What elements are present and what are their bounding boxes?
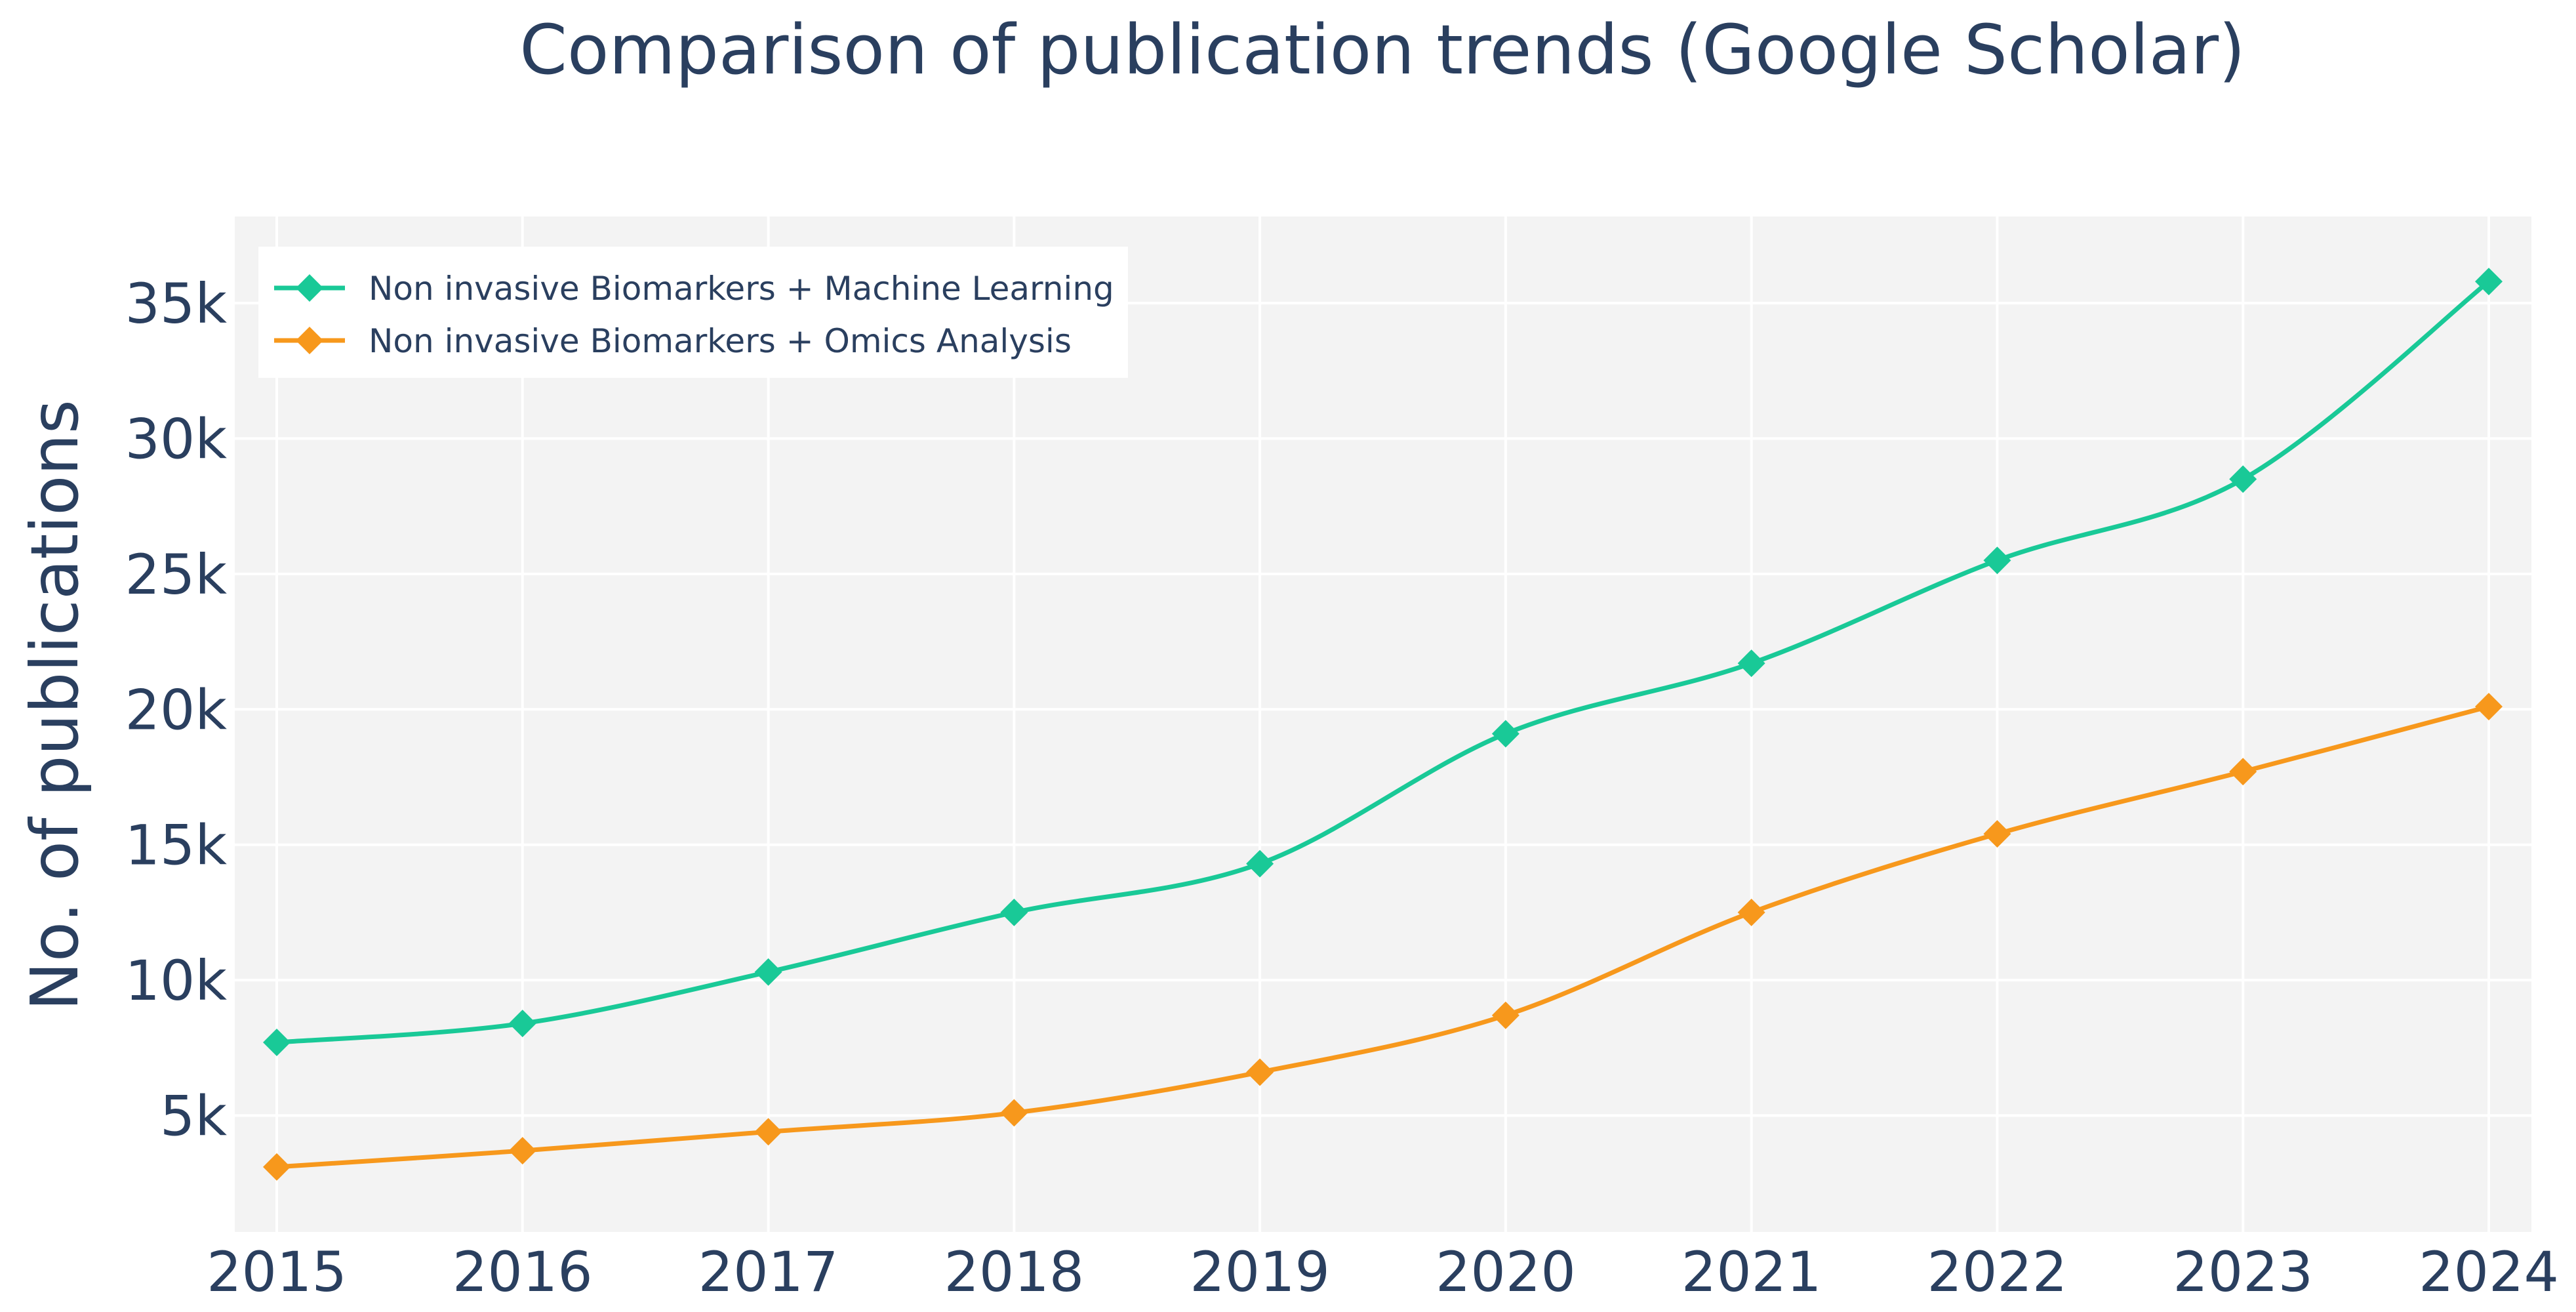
series-line-1 — [276, 279, 2491, 1045]
legend-marker — [296, 274, 323, 302]
data-point-marker[interactable] — [1737, 649, 1765, 678]
data-point-marker[interactable] — [2475, 268, 2503, 296]
y-tick-label: 10k — [125, 949, 227, 1013]
data-point-marker[interactable] — [754, 958, 782, 986]
plot-background — [235, 216, 2531, 1232]
data-point-marker[interactable] — [1491, 1001, 1519, 1029]
data-point-marker[interactable] — [508, 1137, 536, 1165]
data-point-marker[interactable] — [1000, 1099, 1028, 1127]
y-tick-label: 15k — [125, 813, 227, 878]
data-point-marker[interactable] — [1983, 546, 2011, 575]
y-tick-label: 30k — [125, 407, 227, 471]
x-tick-label: 2020 — [1436, 1240, 1576, 1304]
data-point-marker[interactable] — [1737, 898, 1765, 926]
x-tick-label: 2017 — [698, 1240, 839, 1304]
data-point-marker[interactable] — [2229, 758, 2257, 786]
y-axis-label: No. of publications — [16, 400, 93, 1011]
data-point-marker[interactable] — [1983, 820, 2011, 848]
x-tick-label: 2019 — [1190, 1240, 1330, 1304]
data-point-marker[interactable] — [263, 1029, 291, 1057]
chart-title: Comparison of publication trends (Google… — [519, 10, 2245, 90]
data-point-marker[interactable] — [2475, 693, 2503, 721]
data-point-marker[interactable] — [2229, 465, 2257, 493]
x-tick-label: 2016 — [453, 1240, 593, 1304]
data-point-marker[interactable] — [1000, 898, 1028, 926]
data-point-marker[interactable] — [1491, 720, 1519, 748]
plot-area: 5k 10k 15k 20k 25k 30k 35k 2015 2016 2017 2018 2019… — [125, 216, 2559, 1304]
data-point-marker[interactable] — [508, 1010, 536, 1038]
data-point-marker[interactable] — [1246, 850, 1274, 878]
data-point-marker[interactable] — [1246, 1058, 1274, 1086]
legend-entry-1[interactable]: Non invasive Biomarkers + Machine Learni… — [369, 270, 1114, 308]
x-tick-label: 2018 — [944, 1240, 1084, 1304]
x-tick-label: 2022 — [1927, 1240, 2068, 1304]
legend-marker — [296, 327, 323, 354]
x-tick-label: 2024 — [2419, 1240, 2559, 1304]
x-tick-label: 2015 — [207, 1240, 347, 1304]
legend-entry-2[interactable]: Non invasive Biomarkers + Omics Analysis — [369, 322, 1072, 360]
data-point-marker[interactable] — [754, 1118, 782, 1146]
y-tick-label: 35k — [125, 272, 227, 336]
data-point-marker[interactable] — [263, 1153, 291, 1181]
y-tick-label: 5k — [160, 1084, 227, 1148]
series-line-2 — [276, 704, 2489, 1170]
y-tick-label: 25k — [125, 543, 227, 607]
x-tick-label: 2023 — [2173, 1240, 2313, 1304]
legend-box — [258, 247, 1128, 378]
x-tick-label: 2021 — [1681, 1240, 1822, 1304]
y-tick-label: 20k — [125, 678, 227, 742]
